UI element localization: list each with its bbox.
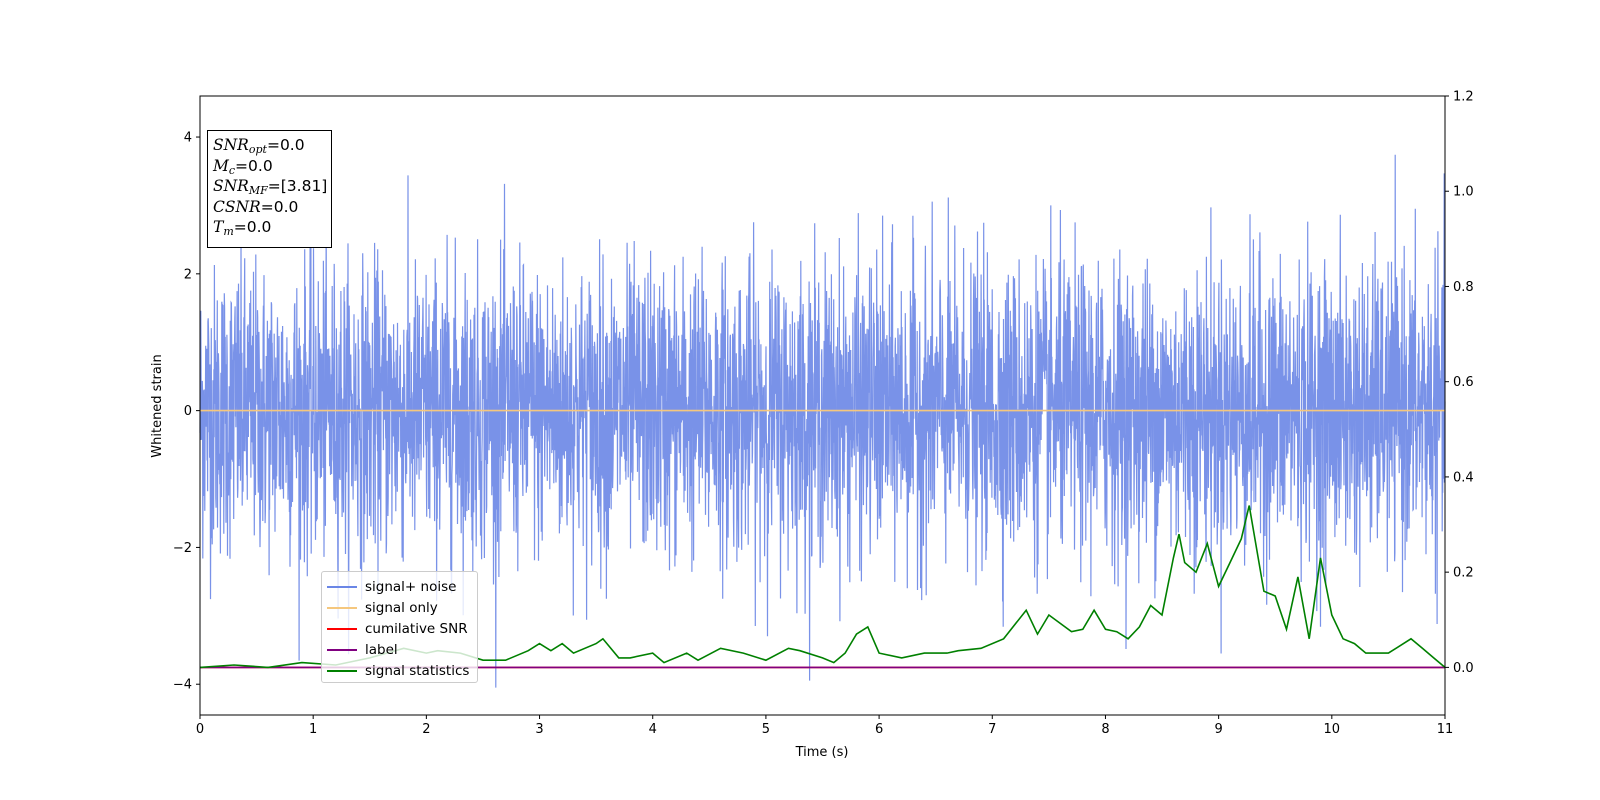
legend-item-signal-statistics: signal statistics — [327, 660, 477, 681]
legend-item-label: label — [327, 639, 477, 660]
legend-item-signal-only: signal only — [327, 597, 477, 618]
legend-swatch — [327, 627, 357, 630]
x-tick-label: 9 — [1214, 722, 1222, 737]
plot-frame — [199, 95, 1446, 716]
y2-tick-label: 0.0 — [1453, 661, 1474, 676]
x-tick-label: 0 — [196, 722, 204, 737]
y2-tick-label: 1.2 — [1453, 90, 1474, 105]
chart-axes: 0 1 2 3 4 5 6 7 8 9 10 11 −4 −2 0 2 4 0.0 0.2 0.4 0.6 0.8 1.0 1… — [173, 90, 1474, 738]
y2-tick-label: 1.0 — [1453, 185, 1474, 200]
signal-statistics-line — [199, 505, 1446, 669]
y2-tick-label: 0.2 — [1453, 566, 1474, 581]
x-tick-label: 3 — [535, 722, 543, 737]
y2-tick-label: 0.6 — [1453, 375, 1474, 390]
x-tick-label: 1 — [309, 722, 317, 737]
y2-tick-label: 0.4 — [1453, 470, 1474, 485]
legend-swatch — [327, 606, 357, 609]
y-axis-label: Whitened strain — [150, 354, 165, 457]
annotation-snr-mf: SNRMF=[3.81] — [213, 177, 328, 197]
x-tick-label: 5 — [762, 722, 770, 737]
signal-noise-line — [199, 154, 1446, 688]
legend-label: signal+ noise — [365, 578, 457, 595]
x-tick-label: 6 — [875, 722, 883, 737]
legend-swatch — [327, 585, 357, 588]
annotation-csnr: CSNR=0.0 — [213, 197, 299, 216]
x-axis-label: Time (s) — [795, 745, 849, 760]
y-tick-label: 2 — [184, 267, 192, 282]
x-tick-label: 2 — [422, 722, 430, 737]
y-tick-label: −4 — [173, 678, 192, 693]
chart-legend: signal+ noise signal only cumilative SNR… — [321, 571, 478, 683]
parameters-annotation-box: SNRopt=0.0 Mc=0.0 SNRMF=[3.81] CSNR=0.0 … — [207, 130, 332, 248]
legend-swatch — [327, 648, 357, 651]
y2-tick-label: 0.8 — [1453, 280, 1474, 295]
legend-swatch — [327, 669, 357, 672]
annotation-mc: Mc=0.0 — [213, 156, 273, 177]
y-tick-label: 4 — [184, 131, 192, 146]
y-tick-label: 0 — [184, 404, 192, 419]
y-tick-label: −2 — [173, 541, 192, 556]
signal-noise-series — [199, 154, 1446, 688]
x-tick-label: 11 — [1437, 722, 1454, 737]
x-tick-label: 10 — [1324, 722, 1341, 737]
legend-label: cumilative SNR — [365, 620, 468, 637]
legend-label: signal only — [365, 599, 438, 616]
x-tick-label: 4 — [649, 722, 657, 737]
x-tick-label: 7 — [988, 722, 996, 737]
legend-label: signal statistics — [365, 662, 470, 679]
annotation-tm: Tm=0.0 — [213, 218, 272, 238]
legend-item-signal-noise: signal+ noise — [327, 576, 477, 597]
legend-label: label — [365, 641, 398, 658]
x-tick-label: 8 — [1101, 722, 1109, 737]
annotation-snr-opt: SNRopt=0.0 — [213, 136, 305, 156]
legend-item-cumulative-snr: cumilative SNR — [327, 618, 477, 639]
